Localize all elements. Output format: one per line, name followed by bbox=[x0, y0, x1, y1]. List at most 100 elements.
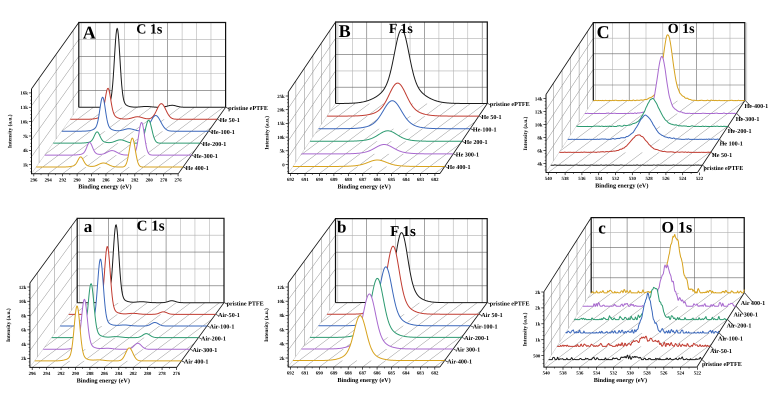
svg-text:534: 534 bbox=[593, 371, 601, 377]
svg-text:16k: 16k bbox=[20, 91, 28, 97]
svg-text:688: 688 bbox=[345, 177, 353, 183]
svg-text:682: 682 bbox=[431, 177, 439, 183]
svg-text:288: 288 bbox=[86, 371, 94, 377]
svg-text:10k: 10k bbox=[20, 119, 28, 125]
svg-text:b: b bbox=[337, 218, 346, 237]
svg-text:pristine ePTFE: pristine ePTFE bbox=[490, 101, 530, 108]
svg-text:Air-50-1: Air-50-1 bbox=[710, 348, 732, 355]
svg-text:Air-200-1: Air-200-1 bbox=[201, 335, 226, 342]
svg-text:Air 50-1: Air 50-1 bbox=[481, 312, 502, 319]
svg-text:682: 682 bbox=[431, 371, 439, 377]
svg-text:10k: 10k bbox=[277, 299, 285, 305]
svg-text:686: 686 bbox=[374, 177, 382, 183]
svg-text:278: 278 bbox=[160, 177, 168, 183]
svg-text:Air-100-1: Air-100-1 bbox=[210, 324, 235, 331]
svg-text:15k: 15k bbox=[277, 121, 285, 127]
svg-text:526: 526 bbox=[660, 371, 668, 377]
svg-text:296: 296 bbox=[30, 177, 38, 183]
svg-text:685: 685 bbox=[388, 177, 396, 183]
svg-text:540: 540 bbox=[545, 176, 553, 182]
svg-text:pristine ePTFE: pristine ePTFE bbox=[702, 361, 742, 368]
svg-text:686: 686 bbox=[373, 371, 381, 377]
svg-text:2k: 2k bbox=[280, 356, 285, 362]
svg-text:683: 683 bbox=[417, 371, 425, 377]
svg-text:691: 691 bbox=[301, 177, 309, 183]
svg-text:2k: 2k bbox=[535, 290, 540, 296]
svg-text:276: 276 bbox=[174, 177, 182, 183]
svg-text:685: 685 bbox=[388, 371, 396, 377]
svg-text:O 1s: O 1s bbox=[662, 220, 693, 237]
svg-text:8k: 8k bbox=[537, 135, 542, 141]
svg-text:288: 288 bbox=[88, 177, 96, 183]
svg-text:290: 290 bbox=[72, 371, 80, 377]
svg-text:F 1s: F 1s bbox=[390, 224, 416, 240]
svg-text:530: 530 bbox=[629, 176, 637, 182]
svg-text:526: 526 bbox=[662, 176, 670, 182]
svg-text:25k: 25k bbox=[277, 94, 285, 100]
svg-text:O 1s: O 1s bbox=[668, 22, 695, 37]
svg-text:290: 290 bbox=[73, 177, 81, 183]
svg-text:276: 276 bbox=[173, 371, 181, 377]
svg-text:C 1s: C 1s bbox=[137, 218, 165, 234]
svg-text:689: 689 bbox=[330, 177, 338, 183]
svg-text:Air-200-1: Air-200-1 bbox=[727, 322, 752, 329]
svg-text:534: 534 bbox=[595, 176, 603, 182]
svg-text:528: 528 bbox=[645, 176, 653, 182]
svg-text:522: 522 bbox=[694, 371, 702, 377]
svg-text:He 50-1: He 50-1 bbox=[481, 114, 501, 121]
svg-text:4k: 4k bbox=[21, 342, 26, 348]
svg-text:He-100-1: He-100-1 bbox=[473, 126, 497, 133]
svg-text:692: 692 bbox=[287, 371, 295, 377]
svg-text:Air-200-1: Air-200-1 bbox=[464, 335, 489, 342]
svg-text:532: 532 bbox=[612, 176, 620, 182]
svg-text:Air 300-1: Air 300-1 bbox=[733, 311, 757, 318]
svg-text:280: 280 bbox=[146, 177, 154, 183]
svg-text:F 1s: F 1s bbox=[389, 22, 414, 37]
svg-text:He 100-1: He 100-1 bbox=[720, 141, 743, 148]
svg-text:1k: 1k bbox=[535, 322, 540, 328]
svg-text:687: 687 bbox=[359, 371, 367, 377]
svg-text:284: 284 bbox=[115, 371, 123, 377]
svg-text:522: 522 bbox=[696, 176, 704, 182]
svg-text:c: c bbox=[598, 219, 606, 238]
svg-text:He 200-1: He 200-1 bbox=[464, 139, 487, 146]
svg-text:Air-300-1: Air-300-1 bbox=[193, 347, 218, 354]
svg-text:Intensity (a.u.): Intensity (a.u.) bbox=[264, 116, 270, 150]
svg-text:284: 284 bbox=[117, 177, 125, 183]
svg-text:12k: 12k bbox=[277, 285, 285, 291]
svg-text:524: 524 bbox=[677, 371, 685, 377]
svg-text:2k: 2k bbox=[21, 356, 26, 362]
svg-text:7k: 7k bbox=[23, 134, 28, 140]
svg-text:1k: 1k bbox=[23, 163, 28, 169]
svg-text:Air-50-1: Air-50-1 bbox=[218, 312, 240, 319]
svg-text:B: B bbox=[339, 21, 351, 41]
svg-text:294: 294 bbox=[43, 371, 51, 377]
svg-text:He-200-1: He-200-1 bbox=[728, 128, 752, 135]
svg-text:500: 500 bbox=[533, 353, 541, 359]
svg-text:Binding energy (eV): Binding energy (eV) bbox=[338, 184, 391, 191]
svg-text:C 1s: C 1s bbox=[136, 23, 163, 38]
svg-text:12k: 12k bbox=[19, 285, 27, 291]
svg-text:8k: 8k bbox=[21, 313, 26, 319]
svg-text:538: 538 bbox=[561, 176, 569, 182]
svg-text:690: 690 bbox=[316, 177, 324, 183]
svg-text:Binding energy (eV): Binding energy (eV) bbox=[78, 184, 131, 191]
svg-text:He 400-1: He 400-1 bbox=[186, 165, 209, 172]
svg-text:532: 532 bbox=[610, 371, 618, 377]
svg-text:Intensity (a.u.): Intensity (a.u.) bbox=[522, 312, 528, 346]
svg-text:He 50-1: He 50-1 bbox=[220, 117, 240, 124]
svg-text:pristine ePTFE: pristine ePTFE bbox=[490, 300, 530, 307]
svg-text:14k: 14k bbox=[535, 96, 543, 102]
svg-text:Intensity (a.u.): Intensity (a.u.) bbox=[264, 308, 270, 342]
svg-text:684: 684 bbox=[402, 177, 410, 183]
svg-text:Binding energy (eV): Binding energy (eV) bbox=[77, 377, 130, 384]
svg-text:pristine ePTFE: pristine ePTFE bbox=[228, 105, 268, 112]
svg-text:689: 689 bbox=[330, 371, 338, 377]
svg-text:Air-100-1: Air-100-1 bbox=[718, 336, 743, 343]
svg-text:4k: 4k bbox=[280, 342, 285, 348]
svg-text:4k: 4k bbox=[23, 148, 28, 154]
svg-text:Air-400-1: Air-400-1 bbox=[447, 358, 472, 365]
svg-text:Binding energy (eV): Binding energy (eV) bbox=[595, 183, 648, 190]
svg-text:282: 282 bbox=[131, 177, 139, 183]
svg-text:524: 524 bbox=[679, 176, 687, 182]
